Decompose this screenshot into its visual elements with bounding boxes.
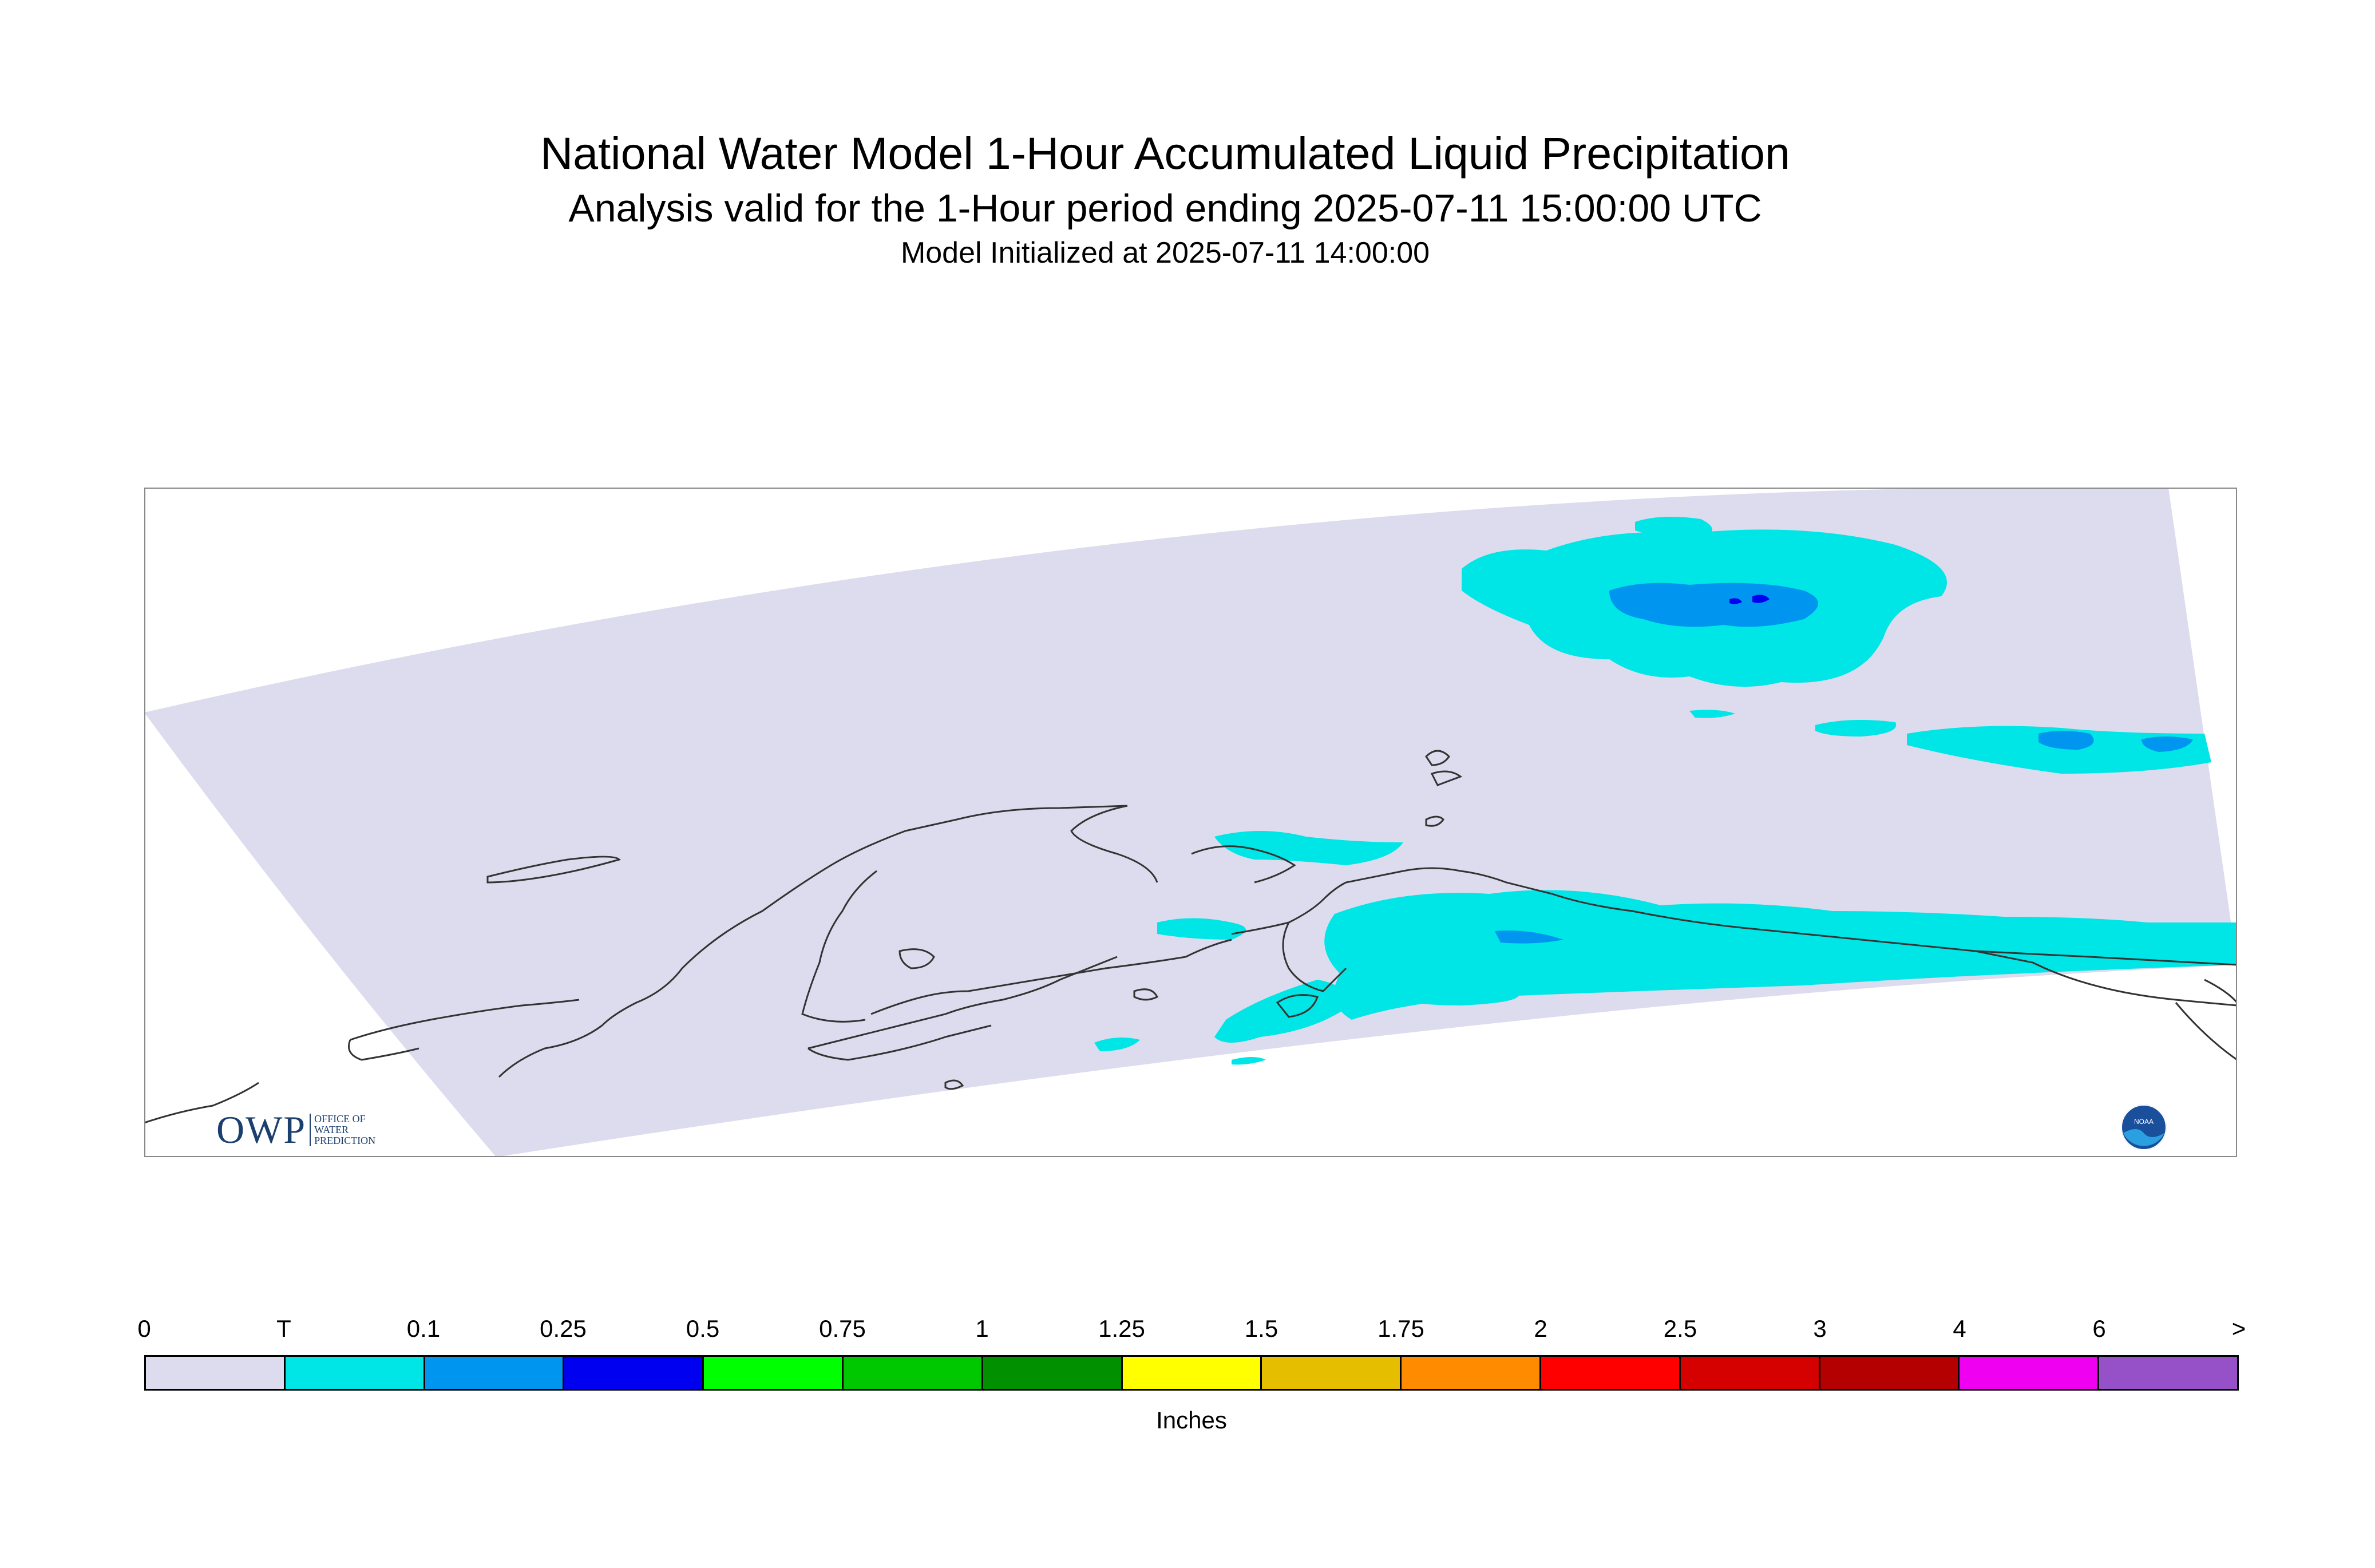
coastlines (144, 750, 2237, 1124)
precip-blob-small-south (1094, 1038, 1140, 1051)
island-small-south (1133, 988, 1159, 1001)
coastline-norton-sound (1070, 805, 1158, 883)
colorbar-tick-label: 0.5 (686, 1315, 720, 1342)
owp-logo-mark: OWP (216, 1107, 307, 1151)
colorbar-units-label: Inches (1156, 1407, 1227, 1434)
colorbar-tick-label: 0.25 (540, 1315, 587, 1342)
colorbar-tick-label: 4 (1953, 1315, 1966, 1342)
coastline-northeast (2204, 979, 2237, 1003)
colorbar-segment-9 (1402, 1357, 1541, 1389)
noaa-logo-ring (2121, 1104, 2167, 1150)
coastline-mainland-west (498, 805, 1128, 1078)
colorbar-tick-label: 1 (975, 1315, 989, 1342)
precip-01-east-2 (2142, 737, 2193, 752)
colorbar-segment-10 (1541, 1357, 1681, 1389)
precip-01-east (2038, 731, 2094, 750)
noaa-logo-text: NOAA (2134, 1118, 2154, 1126)
coastline-cook-inlet (1282, 922, 1347, 992)
colorbar-segment-5 (843, 1357, 983, 1389)
precip-area-bristol (1157, 918, 1246, 940)
colorbar-tick-label: 2.5 (1663, 1315, 1697, 1342)
colorbar-tick-label: 1.25 (1098, 1315, 1145, 1342)
island-chukotka-coast (350, 999, 580, 1041)
model-init-line: Model Initialized at 2025-07-11 14:00:00 (900, 236, 1430, 270)
noaa-logo-wave (2123, 1129, 2164, 1146)
precip-025-core (1752, 595, 1770, 603)
colorbar-tick-label: 0.1 (406, 1315, 441, 1342)
island-south-tiny (944, 1079, 964, 1090)
map-subtitle: Analysis valid for the 1-Hour period end… (568, 187, 1762, 230)
precip-area-peninsula-north (1214, 831, 1403, 865)
island-pribilof (1425, 815, 1444, 827)
precip-01-north (1609, 583, 1818, 627)
coastline-canada-east (2175, 1002, 2237, 1061)
colorbar-segment-0 (146, 1357, 286, 1389)
colorbar-segment-3 (564, 1357, 704, 1389)
colorbar-tick-label: 3 (1813, 1315, 1827, 1342)
owp-logo-line-2: WATER (314, 1123, 349, 1135)
owp-logo-line-3: PREDICTION (314, 1134, 376, 1146)
colorbar-tick-label: 0 (137, 1315, 151, 1342)
precip-01-south (1495, 930, 1563, 944)
colorbar-tick-label: 2 (1534, 1315, 1547, 1342)
colorbar-tick-label: 1.75 (1378, 1315, 1424, 1342)
precip-025-core-2 (1729, 598, 1742, 604)
coastline-alaska-peninsula (808, 956, 1118, 1050)
precip-blob-south-cluster (1403, 988, 1519, 1005)
colorbar-segment-2 (425, 1357, 565, 1389)
owp-logo-line-1: OFFICE OF (314, 1112, 366, 1124)
precip-area-north-small (1635, 517, 1712, 539)
colorbar-segment-4 (704, 1357, 844, 1389)
colorbar-tick-label: 0.75 (819, 1315, 866, 1342)
colorbar-segment-1 (285, 1357, 425, 1389)
colorbar-segment-7 (1122, 1357, 1262, 1389)
coastline-chukotka-bay (348, 1039, 419, 1061)
colorbar-segment-14 (2099, 1357, 2237, 1389)
colorbar-segment-11 (1680, 1357, 1820, 1389)
island-kodiak (1276, 994, 1319, 1018)
map-panel (144, 488, 2237, 1157)
colorbar-segment-8 (1262, 1357, 1402, 1389)
coastline-interior-river (801, 870, 877, 1023)
island-nunivak (898, 948, 935, 969)
owp-logo: OWP OFFICE OF WATER PREDICTION (216, 1107, 376, 1151)
coastline-peninsula-tip (808, 1024, 992, 1061)
precipitation-025-areas (1729, 595, 1770, 604)
map-title: National Water Model 1-Hour Accumulated … (540, 128, 1790, 179)
noaa-logo: NOAA (2121, 1104, 2167, 1150)
colorbar-tick-label: 6 (2092, 1315, 2106, 1342)
island-st-lawrence (486, 856, 621, 884)
colorbar-segment-12 (1820, 1357, 1960, 1389)
precip-blob-mid (1689, 710, 1735, 718)
owp-logo-text: OFFICE OF WATER PREDICTION (310, 1112, 376, 1146)
colorbar (144, 1355, 2239, 1391)
colorbar-segment-6 (983, 1357, 1123, 1389)
colorbar-legend: 0 T 0.1 0.25 0.5 0.75 1 1.25 1.5 1.75 2 2.5 3 4 6 > Inc… (137, 1315, 2246, 1464)
precipitation-map (144, 488, 2237, 1157)
colorbar-tick-label: > (2231, 1315, 2246, 1342)
coastline-kenai (1231, 867, 2237, 966)
precip-blob-east-small (1815, 720, 1897, 737)
colorbar-tick-label: 1.5 (1244, 1315, 1278, 1342)
coastline-yukon-border (1975, 950, 2237, 1007)
colorbar-tick-label: T (276, 1315, 291, 1342)
precip-blob-southwest-2 (1232, 1057, 1266, 1065)
precipitation-01-areas (1495, 583, 2193, 944)
map-frame (144, 488, 2237, 1157)
island-arctic-2 (1430, 770, 1463, 786)
coastline-chukotka-west (144, 1082, 259, 1124)
coastline-peninsula-upper (870, 939, 1232, 1015)
precip-band-east (1907, 726, 2211, 774)
colorbar-segment-13 (1960, 1357, 2100, 1389)
island-arctic (1425, 750, 1450, 766)
coastline-bristol-bay (1191, 845, 1296, 884)
precip-area-south-main (1324, 890, 2237, 1020)
